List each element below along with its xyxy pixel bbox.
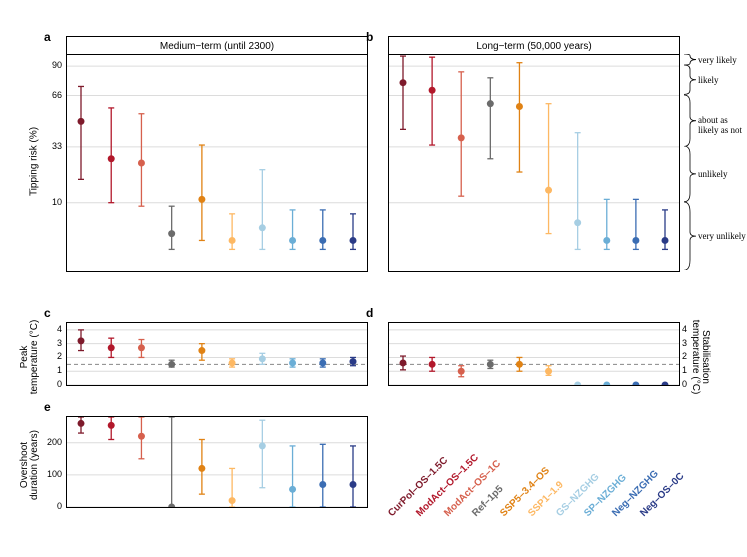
tick-label: 90 <box>38 60 62 70</box>
panel-label-b: b <box>366 30 373 44</box>
tick-label: 4 <box>38 324 62 334</box>
peak-temp-panel <box>66 322 368 386</box>
panel-label-a: a <box>44 30 51 44</box>
tick-label: 66 <box>38 90 62 100</box>
tick-label: 200 <box>38 437 62 447</box>
brace-icon <box>684 65 696 94</box>
tipping-risk-panel-medium <box>66 54 368 272</box>
tick-label: 4 <box>682 324 706 334</box>
tick-label: 1 <box>38 365 62 375</box>
panel-b-title: Long−term (50,000 years) <box>476 41 591 52</box>
tick-label: 33 <box>38 141 62 151</box>
panel-label-d: d <box>366 306 373 320</box>
tick-label: 2 <box>682 351 706 361</box>
tick-label: 0 <box>38 501 62 511</box>
brace-icon <box>684 146 696 202</box>
panel-label-c: c <box>44 306 51 320</box>
likelihood-label: very likely <box>698 55 737 65</box>
brace-icon <box>684 202 696 270</box>
brace-icon <box>684 95 696 146</box>
tick-label: 3 <box>682 338 706 348</box>
likelihood-label: likely <box>698 75 719 85</box>
likelihood-label: about as likely as not <box>698 115 747 135</box>
panel-a-title-box: Medium−term (until 2300) <box>66 36 368 56</box>
figure-root: { "layout": { "panel_a": { "x": 66, "y":… <box>0 0 747 557</box>
tick-label: 0 <box>682 379 706 389</box>
tipping-risk-panel-long <box>388 54 680 272</box>
brace-icon <box>684 54 696 65</box>
tick-label: 10 <box>38 197 62 207</box>
panel-label-e: e <box>44 400 51 414</box>
stabilisation-temp-panel <box>388 322 680 386</box>
ylabel-e: Overshootduration (years) <box>20 395 40 535</box>
tick-label: 2 <box>38 351 62 361</box>
likelihood-label: very unlikely <box>698 231 746 241</box>
panel-b-title-box: Long−term (50,000 years) <box>388 36 680 56</box>
likelihood-label: unlikely <box>698 169 728 179</box>
overshoot-duration-panel <box>66 416 368 508</box>
tick-label: 3 <box>38 338 62 348</box>
tick-label: 100 <box>38 469 62 479</box>
tick-label: 1 <box>682 365 706 375</box>
panel-a-title: Medium−term (until 2300) <box>160 41 274 52</box>
tick-label: 0 <box>38 379 62 389</box>
